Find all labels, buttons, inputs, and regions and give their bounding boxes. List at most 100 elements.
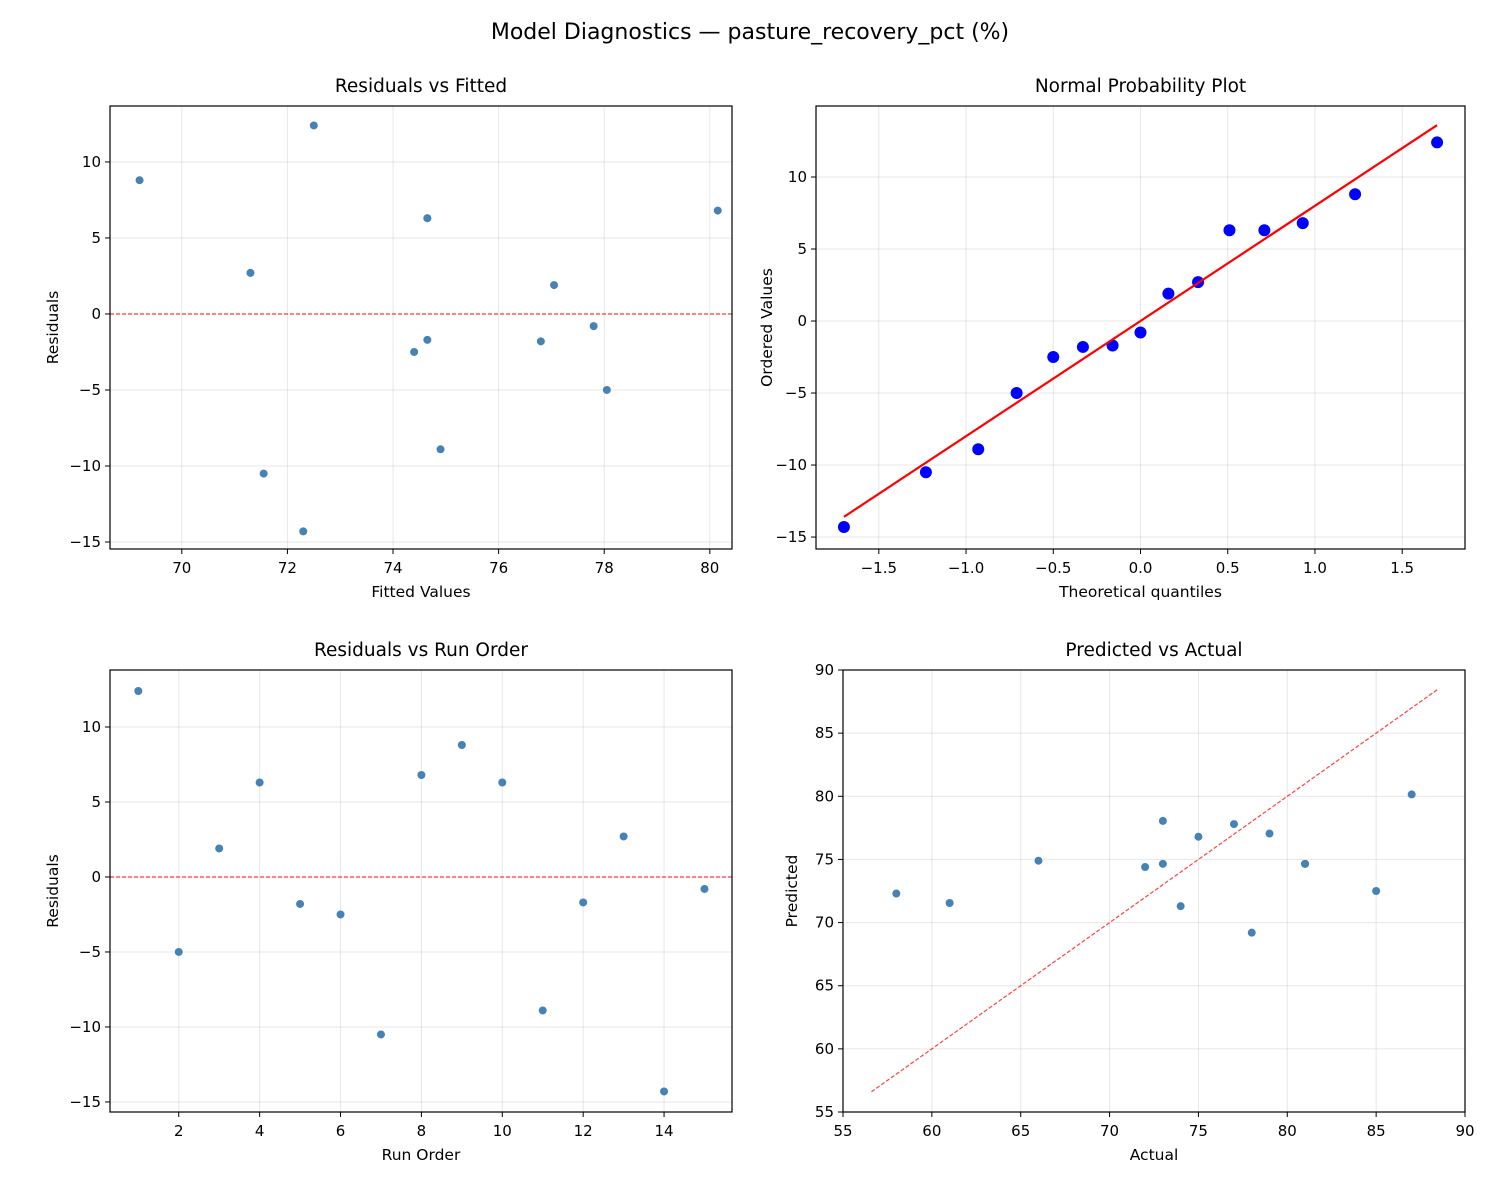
y-tick-label: 75 <box>815 850 834 868</box>
data-point <box>550 281 559 290</box>
data-point <box>135 176 144 185</box>
data-point <box>619 832 628 841</box>
data-point <box>299 527 308 536</box>
data-point <box>1176 902 1185 911</box>
figure-title: Model Diagnostics — pasture_recovery_pct… <box>490 20 1010 45</box>
data-point <box>945 898 954 907</box>
data-point <box>602 385 611 394</box>
y-tick-label: −10 <box>69 457 101 475</box>
x-axis-label: Run Order <box>382 1146 461 1164</box>
y-tick-label: −5 <box>79 943 101 961</box>
data-point <box>538 1006 547 1015</box>
y-tick-label: 0 <box>91 868 101 886</box>
y-axis-label: Residuals <box>44 291 62 365</box>
data-point <box>436 445 445 454</box>
data-point <box>1158 859 1167 868</box>
data-point <box>410 347 419 356</box>
data-point <box>174 947 183 956</box>
data-point <box>1229 820 1238 829</box>
y-tick-label: −5 <box>785 384 807 402</box>
x-tick-label: 75 <box>1189 1122 1208 1140</box>
fit-line <box>843 124 1438 518</box>
data-point <box>1047 351 1060 364</box>
data-point <box>1162 287 1175 300</box>
x-tick-label: 78 <box>595 559 614 577</box>
data-point <box>215 844 224 853</box>
subplot-title: Residuals vs Fitted <box>335 76 507 97</box>
x-tick-label: 6 <box>336 1122 346 1140</box>
data-point <box>309 121 318 130</box>
data-point <box>700 884 709 893</box>
data-point <box>259 469 268 478</box>
axes-frame <box>109 105 733 550</box>
data-point <box>1349 188 1362 201</box>
x-tick-label: 1.5 <box>1390 559 1414 577</box>
data-point <box>296 899 305 908</box>
subplot-4: 55 60 65 70 75 80 85 90 55 60 65 70 75 80 85 90 Predicte… <box>783 640 1475 1164</box>
data-point <box>1076 340 1089 353</box>
data-point <box>1407 790 1416 799</box>
identity-reference-line <box>871 688 1439 1093</box>
data-point <box>134 686 143 695</box>
data-point <box>1010 387 1023 400</box>
x-tick-label: 90 <box>1455 1122 1474 1140</box>
data-point <box>1134 326 1147 339</box>
data-point <box>589 322 598 331</box>
x-tick-label: 70 <box>172 559 191 577</box>
x-tick-label: 55 <box>833 1122 852 1140</box>
data-point <box>1258 224 1271 237</box>
x-axis-label: Theoretical quantiles <box>1058 583 1222 601</box>
x-tick-label: 1.0 <box>1303 559 1327 577</box>
data-point <box>1223 224 1236 237</box>
data-point <box>1034 856 1043 865</box>
data-point <box>246 268 255 277</box>
y-tick-label: 5 <box>91 793 101 811</box>
axes-frame <box>842 669 1466 1113</box>
x-tick-label: 72 <box>278 559 297 577</box>
y-tick-label: −15 <box>775 528 807 546</box>
data-point <box>579 898 588 907</box>
x-tick-label: 10 <box>493 1122 512 1140</box>
x-tick-label: 80 <box>1278 1122 1297 1140</box>
y-tick-label: −5 <box>79 381 101 399</box>
y-axis-label: Ordered Values <box>758 268 776 387</box>
data-point <box>972 443 985 456</box>
data-point <box>536 337 545 346</box>
y-tick-label: 5 <box>91 229 101 247</box>
x-tick-label: 8 <box>417 1122 427 1140</box>
subplot-1: 70 72 74 76 78 80 −15 −10 −5 0 5 10 Residuals vs Fit… <box>44 76 733 601</box>
data-point <box>336 910 345 919</box>
x-tick-label: 2 <box>174 1122 184 1140</box>
y-tick-label: 0 <box>91 305 101 323</box>
x-tick-label: 76 <box>489 559 508 577</box>
data-point <box>660 1087 669 1096</box>
data-point <box>837 520 850 533</box>
y-tick-label: 65 <box>815 977 834 995</box>
y-tick-label: 10 <box>788 168 807 186</box>
x-tick-label: −0.5 <box>1035 559 1071 577</box>
subplot-title: Residuals vs Run Order <box>314 640 528 661</box>
subplot-title: Predicted vs Actual <box>1065 640 1242 661</box>
subplot-3: 2 4 6 8 10 12 14 −15 −10 −5 0 5 10 Residuals vs Run O… <box>44 640 733 1164</box>
y-tick-label: −15 <box>69 533 101 551</box>
data-point <box>423 214 432 223</box>
x-tick-label: 0.0 <box>1129 559 1153 577</box>
y-tick-label: 10 <box>82 718 101 736</box>
data-point <box>713 206 722 215</box>
subplot-title: Normal Probability Plot <box>1035 76 1246 97</box>
y-tick-label: 0 <box>797 312 807 330</box>
data-point <box>1247 928 1256 937</box>
data-point <box>892 889 901 898</box>
x-tick-label: 80 <box>700 559 719 577</box>
subplot-2: −1.5 −1.0 −0.5 0.0 0.5 1.0 1.5 −15 −10 −5 0 5 10 Norm… <box>758 76 1466 601</box>
data-point <box>919 466 932 479</box>
y-tick-label: −10 <box>69 1018 101 1036</box>
data-point <box>255 778 264 787</box>
data-point <box>376 1030 385 1039</box>
x-tick-label: −1.0 <box>948 559 984 577</box>
y-tick-label: 70 <box>815 914 834 932</box>
y-tick-label: 90 <box>815 661 834 679</box>
y-axis-label: Predicted <box>783 855 801 928</box>
x-tick-label: 4 <box>255 1122 265 1140</box>
